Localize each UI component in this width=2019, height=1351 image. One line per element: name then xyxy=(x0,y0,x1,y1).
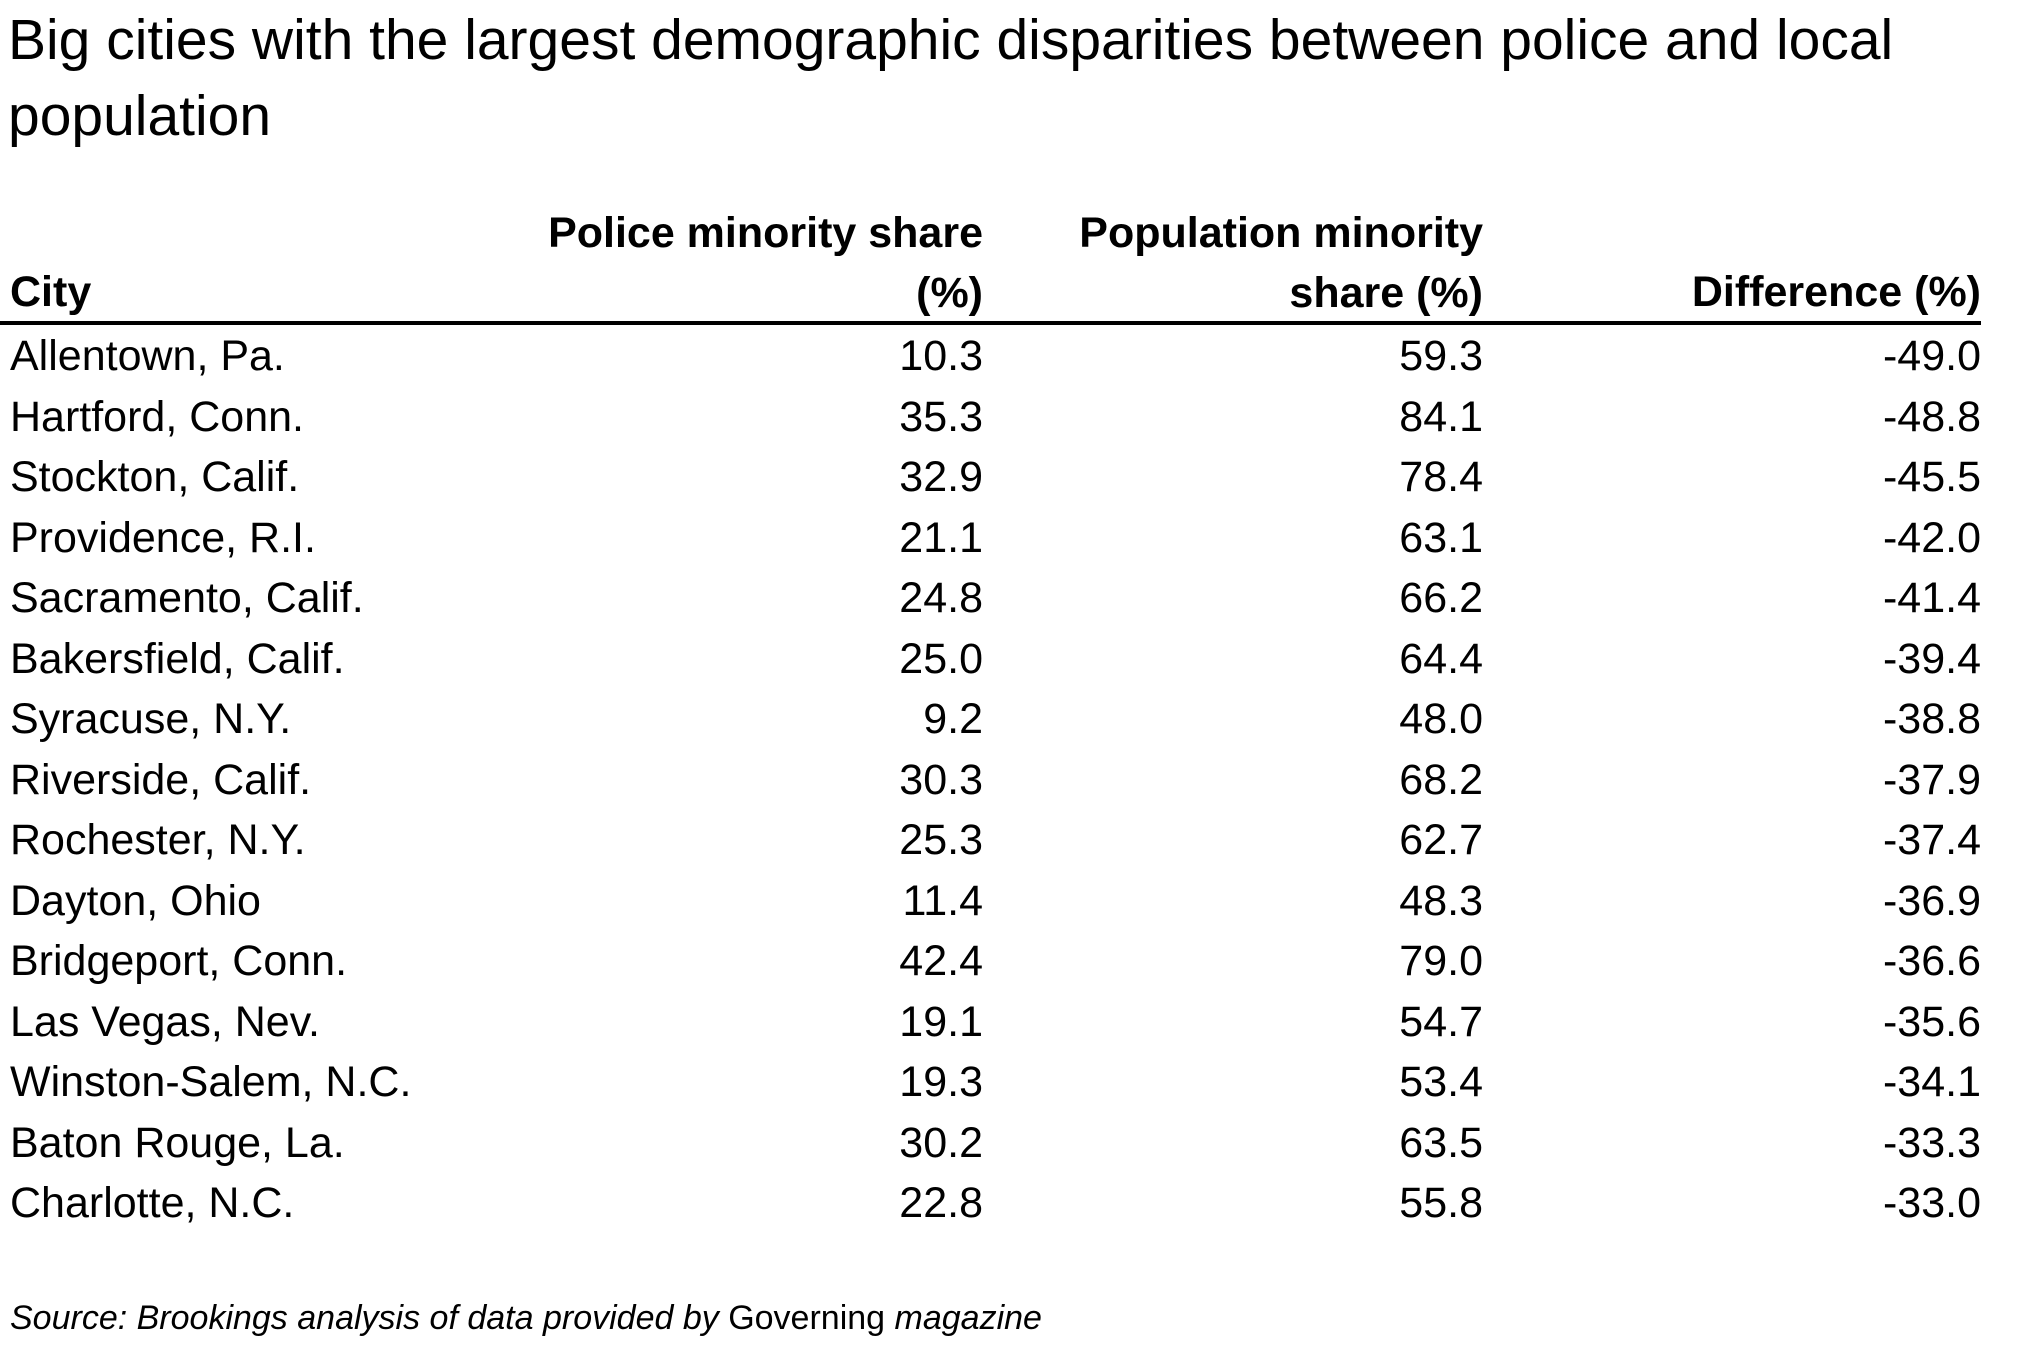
population-share-cell: 53.4 xyxy=(1399,1058,1483,1106)
source-publication: Governing xyxy=(728,1299,886,1337)
police-share-cell: 42.4 xyxy=(899,937,983,985)
city-cell: Bakersfield, Calif. xyxy=(10,634,345,683)
police-share-cell: 21.1 xyxy=(899,513,983,562)
city-cell: Dayton, Ohio xyxy=(10,876,261,925)
city-cell: Las Vegas, Nev. xyxy=(10,997,320,1046)
table-row: Bakersfield, Calif. 25.0 64.4 -39.4 xyxy=(0,629,2019,690)
difference-cell: -36.9 xyxy=(1882,876,1981,925)
column-header-city-line2: City xyxy=(10,268,92,316)
population-share-cell: 64.4 xyxy=(1399,634,1483,683)
city-cell: Baton Rouge, La. xyxy=(10,1118,345,1167)
police-share-cell: 11.4 xyxy=(902,876,984,925)
police-share-cell: 9.2 xyxy=(923,695,983,743)
table-row: Charlotte, N.C. 22.8 55.8 -33.0 xyxy=(0,1173,2019,1234)
city-cell: Winston-Salem, N.C. xyxy=(10,1058,412,1106)
table-row: Baton Rouge, La. 30.2 63.5 -33.3 xyxy=(0,1113,2019,1174)
column-header-difference-line2: Difference (%) xyxy=(1691,268,1981,316)
table-row: Bridgeport, Conn. 42.4 79.0 -36.6 xyxy=(0,931,2019,992)
city-cell: Providence, R.I. xyxy=(10,513,316,562)
population-share-cell: 66.2 xyxy=(1399,574,1483,622)
table-row: Hartford, Conn. 35.3 84.1 -48.8 xyxy=(0,387,2019,448)
population-share-cell: 59.3 xyxy=(1399,332,1483,380)
population-share-cell: 55.8 xyxy=(1399,1179,1483,1227)
column-header-city: City xyxy=(10,262,91,322)
difference-cell: -49.0 xyxy=(1882,332,1981,380)
difference-cell: -33.0 xyxy=(1882,1179,1981,1227)
population-share-cell: 62.7 xyxy=(1399,816,1483,864)
source-suffix: magazine xyxy=(894,1299,1042,1337)
table-row: Rochester, N.Y. 25.3 62.7 -37.4 xyxy=(0,810,2019,871)
table-row: Allentown, Pa. 10.3 59.3 -49.0 xyxy=(0,326,2019,387)
difference-cell: -38.8 xyxy=(1882,695,1981,743)
police-share-cell: 25.0 xyxy=(899,634,983,683)
city-cell: Riverside, Calif. xyxy=(10,755,312,804)
population-share-cell: 79.0 xyxy=(1399,937,1483,985)
table-row: Winston-Salem, N.C. 19.3 53.4 -34.1 xyxy=(0,1052,2019,1113)
city-cell: Syracuse, N.Y. xyxy=(10,695,292,743)
city-cell: Charlotte, N.C. xyxy=(10,1179,295,1227)
table-row: Syracuse, N.Y. 9.2 48.0 -38.8 xyxy=(0,689,2019,750)
difference-cell: -39.4 xyxy=(1882,634,1981,683)
column-header-population-line1: Population minority xyxy=(1079,209,1483,257)
difference-cell: -37.9 xyxy=(1882,755,1981,804)
table-row: Providence, R.I. 21.1 63.1 -42.0 xyxy=(0,508,2019,569)
source-note: Source: Brookings analysis of data provi… xyxy=(10,1293,1042,1343)
column-header-population-line2: share (%) xyxy=(1289,269,1483,317)
population-share-cell: 63.5 xyxy=(1399,1118,1483,1167)
population-share-cell: 63.1 xyxy=(1399,513,1483,562)
city-cell: Rochester, N.Y. xyxy=(10,816,306,864)
police-share-cell: 19.1 xyxy=(899,997,983,1046)
table-row: Dayton, Ohio 11.4 48.3 -36.9 xyxy=(0,871,2019,932)
population-share-cell: 54.7 xyxy=(1399,997,1483,1046)
difference-cell: -35.6 xyxy=(1882,997,1981,1046)
column-header-police-line1: Police minority share xyxy=(548,209,983,257)
population-share-cell: 48.0 xyxy=(1399,695,1483,743)
population-share-cell: 48.3 xyxy=(1399,876,1483,925)
population-share-cell: 84.1 xyxy=(1399,392,1483,441)
police-share-cell: 22.8 xyxy=(899,1179,983,1227)
difference-cell: -41.4 xyxy=(1882,574,1981,622)
police-share-cell: 30.3 xyxy=(899,755,983,804)
chart-title: Big cities with the largest demographic … xyxy=(8,8,1894,148)
city-cell: Allentown, Pa. xyxy=(10,332,285,380)
column-header-difference: Difference (%) xyxy=(1560,262,1981,322)
police-share-cell: 32.9 xyxy=(899,453,983,501)
population-share-cell: 68.2 xyxy=(1399,755,1483,804)
police-share-cell: 24.8 xyxy=(899,574,983,622)
source-prefix: Source: Brookings analysis of data provi… xyxy=(10,1299,719,1337)
city-cell: Bridgeport, Conn. xyxy=(10,937,348,985)
city-cell: Hartford, Conn. xyxy=(10,392,304,441)
table-row: Sacramento, Calif. 24.8 66.2 -41.4 xyxy=(0,568,2019,629)
police-share-cell: 35.3 xyxy=(899,392,983,441)
difference-cell: -33.3 xyxy=(1882,1118,1981,1167)
difference-cell: -48.8 xyxy=(1882,392,1981,441)
difference-cell: -37.4 xyxy=(1882,816,1981,864)
difference-cell: -36.6 xyxy=(1882,937,1981,985)
table-body: Allentown, Pa. 10.3 59.3 -49.0 Hartford,… xyxy=(0,326,2019,1234)
column-header-population-minority-share: Population minority share (%) xyxy=(1000,203,1483,323)
city-cell: Stockton, Calif. xyxy=(10,453,300,501)
table-row: Las Vegas, Nev. 19.1 54.7 -35.6 xyxy=(0,992,2019,1053)
column-header-police-minority-share: Police minority share (%) xyxy=(400,203,983,323)
police-share-cell: 19.3 xyxy=(899,1058,983,1106)
header-divider xyxy=(0,321,1981,325)
table-row: Stockton, Calif. 32.9 78.4 -45.5 xyxy=(0,447,2019,508)
difference-cell: -42.0 xyxy=(1882,513,1981,562)
police-share-cell: 30.2 xyxy=(899,1118,983,1167)
table-row: Riverside, Calif. 30.3 68.2 -37.9 xyxy=(0,750,2019,811)
difference-cell: -34.1 xyxy=(1882,1058,1981,1106)
difference-cell: -45.5 xyxy=(1882,453,1981,501)
city-cell: Sacramento, Calif. xyxy=(10,574,364,622)
police-share-cell: 10.3 xyxy=(899,332,983,380)
column-header-police-line2: (%) xyxy=(916,269,983,317)
police-share-cell: 25.3 xyxy=(899,816,983,864)
population-share-cell: 78.4 xyxy=(1399,453,1483,501)
